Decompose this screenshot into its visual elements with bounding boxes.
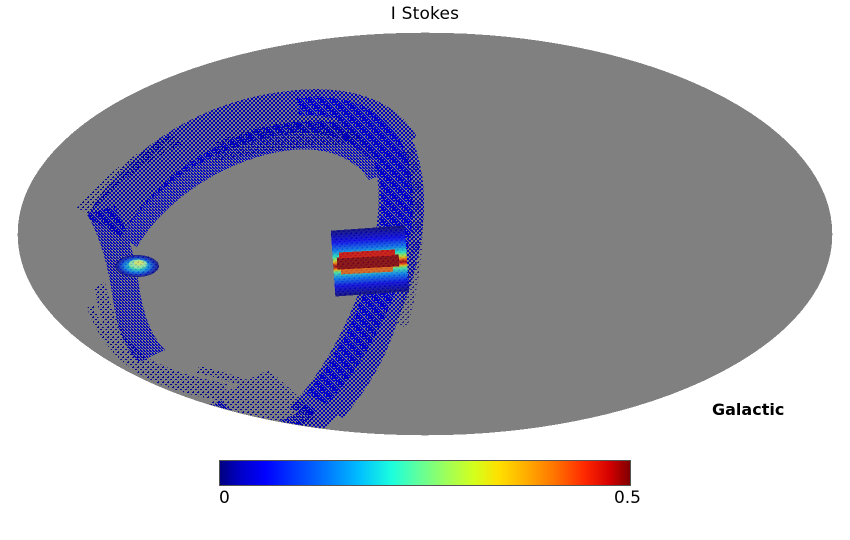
colorbar-min-label: 0 xyxy=(219,488,230,508)
colorbar-max-label: 0.5 xyxy=(613,488,641,508)
projection-outline xyxy=(17,32,833,436)
sky-map-mollweide xyxy=(17,32,833,436)
colorbar-gradient xyxy=(219,460,631,486)
coordinate-system-label: Galactic xyxy=(712,400,785,419)
page-title: I Stokes xyxy=(390,4,460,24)
colorbar: 0 0.5 xyxy=(219,460,641,512)
